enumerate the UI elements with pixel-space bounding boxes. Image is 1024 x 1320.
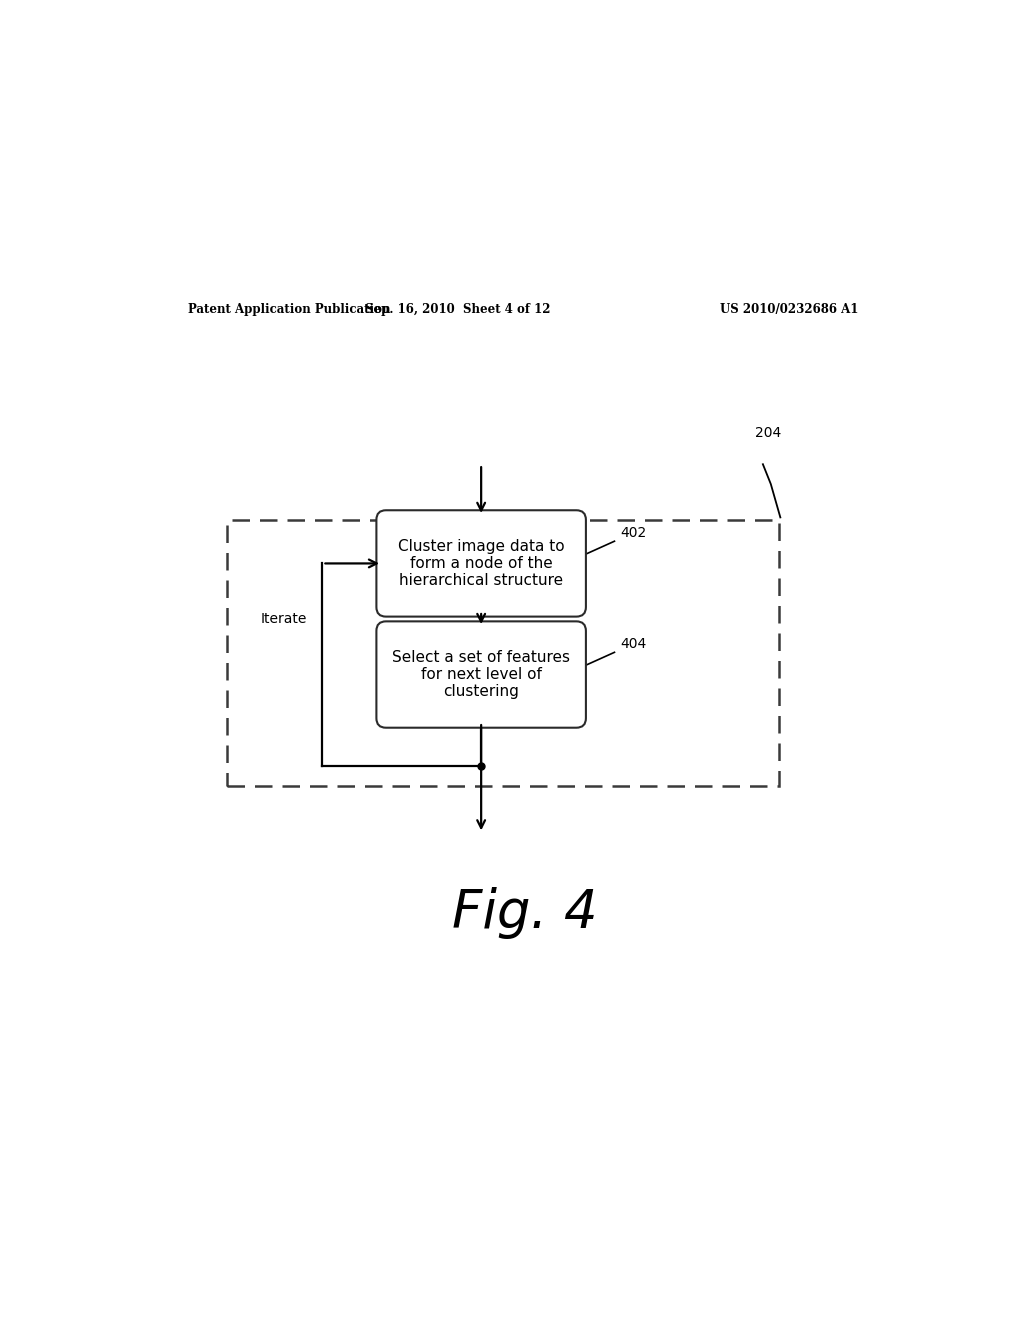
Text: Cluster image data to
form a node of the
hierarchical structure: Cluster image data to form a node of the… — [398, 539, 564, 589]
Text: Fig. 4: Fig. 4 — [452, 887, 598, 939]
FancyBboxPatch shape — [377, 622, 586, 727]
Text: 404: 404 — [620, 636, 646, 651]
FancyBboxPatch shape — [227, 520, 778, 785]
Text: US 2010/0232686 A1: US 2010/0232686 A1 — [720, 304, 858, 315]
Text: Select a set of features
for next level of
clustering: Select a set of features for next level … — [392, 649, 570, 700]
Text: 204: 204 — [755, 426, 781, 441]
FancyBboxPatch shape — [377, 511, 586, 616]
Text: Iterate: Iterate — [260, 612, 306, 626]
Text: Sep. 16, 2010  Sheet 4 of 12: Sep. 16, 2010 Sheet 4 of 12 — [365, 304, 550, 315]
Text: Patent Application Publication: Patent Application Publication — [187, 304, 390, 315]
Text: 402: 402 — [620, 525, 646, 540]
